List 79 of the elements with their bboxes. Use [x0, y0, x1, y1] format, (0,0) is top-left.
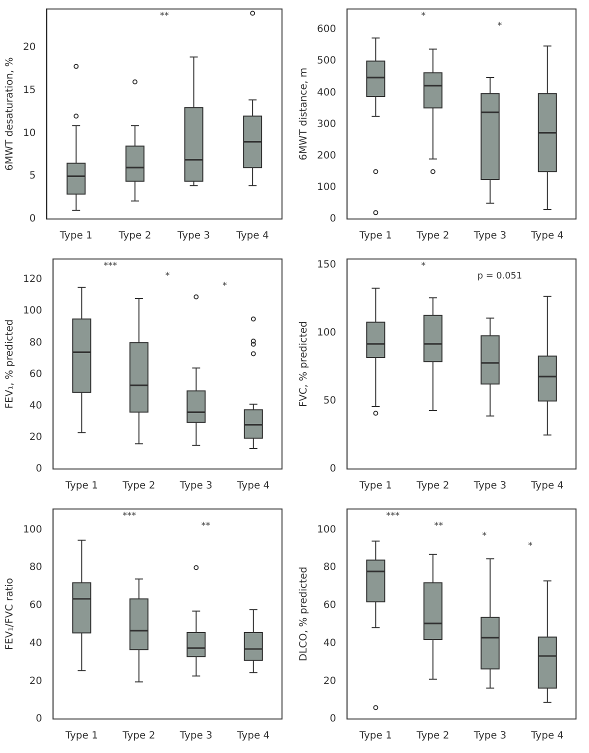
annotation: * — [421, 261, 426, 272]
annotation: * — [222, 281, 228, 292]
annotation: *** — [104, 261, 118, 272]
x-tick-label: Type 3 — [178, 480, 212, 492]
x-tick-label: Type 3 — [178, 730, 212, 742]
y-tick-label: 600 — [316, 24, 336, 36]
y-axis-title: FEV₁, % predicted — [4, 319, 16, 409]
y-axis-title: 6MWT desaturation, % — [4, 57, 16, 171]
y-tick-label: 10 — [22, 128, 36, 139]
y-tick-label: 0 — [330, 714, 336, 725]
x-tick-label: Type 2 — [122, 480, 156, 492]
annotation: * — [482, 531, 488, 542]
x-tick-label: Type 1 — [358, 730, 392, 742]
y-tick-label: 40 — [29, 638, 42, 649]
y-tick-label: 5 — [29, 170, 36, 182]
y-axis-title: FVC, % predicted — [298, 320, 310, 408]
y-tick-label: 0 — [330, 214, 336, 225]
y-tick-label: 20 — [323, 676, 336, 687]
y-tick-label: 400 — [316, 87, 336, 98]
y-axis-title: DLCO, % predicted — [298, 566, 310, 662]
x-tick-label: Type 1 — [358, 230, 392, 242]
annotation: p = 0.051 — [477, 271, 522, 282]
y-tick-label: 80 — [323, 562, 336, 574]
y-tick-label: 120 — [22, 274, 42, 286]
y-tick-label: 100 — [316, 328, 336, 339]
y-tick-label: 20 — [29, 432, 42, 444]
y-tick-label: 100 — [22, 306, 42, 317]
y-tick-label: 50 — [323, 396, 336, 407]
y-tick-label: 15 — [22, 85, 36, 96]
y-tick-label: 0 — [36, 464, 42, 475]
y-tick-label: 80 — [29, 562, 42, 574]
x-tick-label: Type 1 — [358, 480, 392, 492]
x-tick-label: Type 1 — [64, 480, 98, 492]
y-tick-label: 60 — [29, 368, 42, 380]
x-tick-label: Type 1 — [58, 230, 92, 242]
y-tick-label: 100 — [316, 524, 336, 536]
annotation: *** — [122, 511, 137, 522]
y-tick-label: 0 — [29, 214, 36, 225]
y-tick-label: 40 — [323, 638, 336, 649]
y-tick-label: 0 — [36, 714, 42, 725]
x-tick-label: Type 2 — [122, 730, 156, 742]
x-tick-label: Type 3 — [176, 230, 210, 242]
annotation: ** — [160, 11, 170, 22]
y-tick-label: 0 — [330, 464, 336, 475]
y-tick-label: 80 — [29, 337, 42, 348]
y-axis-title: FEV₁/FVC ratio — [4, 578, 16, 650]
x-tick-label: Type 2 — [416, 230, 450, 242]
x-tick-label: Type 3 — [472, 480, 506, 492]
annotation: ** — [201, 521, 211, 532]
annotation: * — [497, 21, 502, 32]
annotation: * — [165, 271, 170, 282]
x-tick-label: Type 3 — [472, 230, 506, 242]
y-tick-label: 300 — [316, 118, 336, 130]
annotation: * — [421, 11, 426, 22]
x-tick-label: Type 4 — [236, 730, 270, 742]
y-tick-label: 20 — [22, 42, 36, 54]
y-tick-label: 100 — [22, 524, 42, 536]
x-tick-label: Type 4 — [530, 730, 564, 742]
annotation: * — [528, 541, 533, 552]
y-tick-label: 20 — [29, 676, 42, 687]
y-tick-label: 40 — [29, 400, 42, 412]
x-tick-label: Type 4 — [530, 230, 564, 242]
x-tick-label: Type 2 — [118, 230, 152, 242]
y-tick-label: 150 — [316, 260, 336, 271]
y-tick-label: 200 — [316, 150, 336, 162]
x-tick-label: Type 3 — [472, 730, 506, 742]
y-axis-title: 6MWT distance, m — [298, 68, 310, 160]
y-tick-label: 60 — [29, 600, 42, 612]
x-tick-label: Type 1 — [64, 730, 98, 742]
y-tick-label: 500 — [316, 56, 336, 67]
y-tick-label: 60 — [323, 600, 336, 612]
x-tick-label: Type 4 — [235, 230, 269, 242]
x-tick-label: Type 4 — [236, 480, 270, 492]
y-tick-label: 100 — [316, 182, 336, 194]
x-tick-label: Type 4 — [530, 480, 564, 492]
x-tick-label: Type 2 — [416, 730, 450, 742]
annotation: *** — [386, 511, 400, 522]
x-tick-label: Type 2 — [416, 480, 450, 492]
annotation: ** — [434, 521, 444, 532]
